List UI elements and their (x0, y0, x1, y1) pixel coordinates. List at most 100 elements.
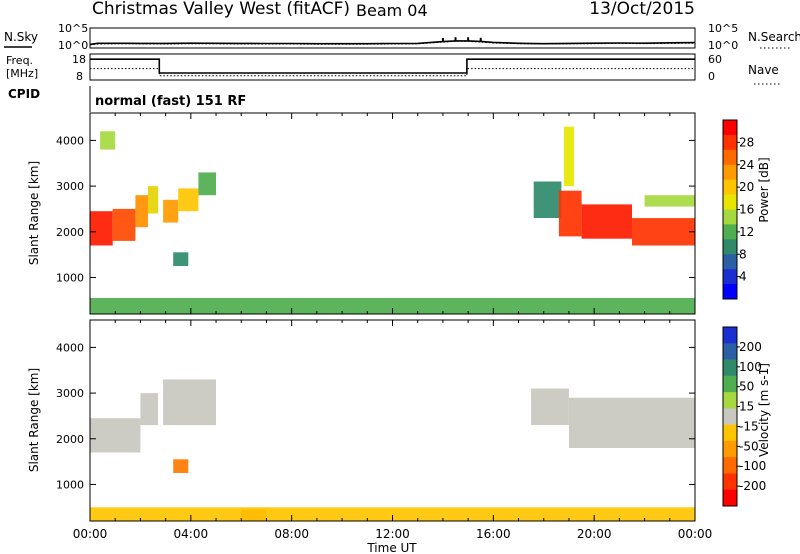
noise-tick-top-right: 10^5 (708, 22, 738, 35)
power-region (112, 208, 136, 241)
velocity-colorbar-swatch (723, 440, 737, 458)
power-colorbar-tick-label: 8 (739, 247, 747, 261)
freq-label-line1: Freq. (6, 54, 33, 67)
velocity-region (90, 507, 695, 521)
power-colorbar-label: Power [dB] (757, 157, 771, 222)
velocity-colorbar-swatch (723, 392, 737, 409)
velocity-colorbar-tick-label: -15 (739, 419, 759, 433)
velocity-colorbar-tick-label: -100 (739, 459, 766, 473)
power-colorbar-swatch (723, 284, 737, 300)
time-axis-ticks: 00:00 04:00 08:00 12:00 16:00 20:00 00:00 (73, 527, 713, 541)
power-colorbar-swatch (723, 134, 737, 151)
time-axis-label: Time UT (366, 541, 417, 554)
velocity-panel: 1000 2000 3000 4000 Slant Range [km] 200 100… (27, 319, 771, 522)
power-ytick-label: 1000 (56, 272, 84, 285)
frequency-frame (89, 53, 696, 81)
velocity-colorbar-swatch (723, 375, 737, 393)
velocity-ytick-label: 2000 (56, 433, 84, 446)
nave-label: Nave (748, 63, 779, 77)
time-tick-label: 20:00 (577, 527, 612, 541)
power-colorbar-swatch (723, 269, 737, 285)
power-region (178, 188, 199, 212)
cpid-label: CPID (8, 87, 40, 101)
power-colorbar-swatch (723, 164, 737, 181)
velocity-region (140, 393, 158, 426)
beam-label: Beam 04 (356, 1, 428, 20)
freq-tick-bottom: 8 (76, 70, 83, 83)
velocity-region (531, 388, 569, 425)
power-region (581, 204, 632, 239)
velocity-data-marks (90, 379, 695, 521)
velocity-colorbar-tick-label: -50 (739, 439, 759, 453)
velocity-colorbar-swatch (723, 327, 737, 344)
power-colorbar: 28 24 20 16 12 8 4 (722, 119, 754, 300)
velocity-colorbar-swatch (723, 457, 737, 474)
power-region (163, 199, 179, 223)
velocity-colorbar-swatch (723, 408, 737, 426)
velocity-axes: 1000 2000 3000 4000 (56, 320, 696, 521)
velocity-colorbar-tick-label: -200 (739, 479, 766, 493)
velocity-colorbar-swatch (723, 343, 737, 361)
power-ylabel: Slant Range [km] (27, 161, 41, 265)
date-label: 13/Oct/2015 (589, 0, 695, 19)
velocity-ytick-label: 4000 (56, 341, 84, 354)
power-region (558, 190, 582, 237)
time-tick-label: 00:00 (73, 527, 108, 541)
nave-tick-bottom: 0 (708, 70, 715, 83)
power-region (148, 186, 159, 214)
power-axes: 1000 2000 3000 4000 (56, 113, 696, 314)
power-panel: 1000 2000 3000 4000 Slant Range [km] 28 24 20… (27, 112, 771, 315)
velocity-colorbar-frame (722, 326, 738, 507)
freq-label-line2: [MHz] (6, 67, 38, 80)
nsearch-label: N.Search (748, 30, 800, 44)
power-data-marks (90, 126, 695, 314)
nave-tick-top: 60 (708, 53, 722, 66)
power-region (644, 195, 695, 207)
velocity-colorbar-swatch (723, 359, 737, 377)
power-region (135, 195, 148, 228)
search-noise-line (89, 40, 696, 46)
velocity-colorbar-swatch (723, 473, 737, 491)
time-tick-label: 08:00 (274, 527, 309, 541)
nsky-label: N.Sky (4, 30, 38, 44)
power-ytick-label: 4000 (56, 134, 84, 147)
power-colorbar-swatch (723, 149, 737, 166)
time-tick-label: 04:00 (174, 527, 209, 541)
velocity-region (90, 418, 141, 453)
velocity-colorbar-tick-label: 200 (739, 340, 762, 354)
site-title: Christmas Valley West (fitACF) (92, 0, 350, 19)
velocity-region (163, 379, 216, 426)
power-ytick-label: 2000 (56, 226, 84, 239)
velocity-region (569, 397, 695, 448)
power-colorbar-swatch (723, 209, 737, 225)
velocity-colorbar-label: Velocity [m s-1] (757, 363, 771, 457)
cpid-value: normal (fast) 151 RF (95, 94, 246, 109)
time-tick-label: 12:00 (375, 527, 410, 541)
velocity-colorbar-tick-label: 15 (739, 400, 754, 414)
power-region (533, 181, 562, 218)
noise-frame (89, 27, 696, 49)
velocity-ytick-label: 3000 (56, 387, 84, 400)
velocity-ytick-label: 1000 (56, 479, 84, 492)
velocity-ylabel: Slant Range [km] (27, 368, 41, 472)
velocity-region (173, 459, 189, 473)
time-tick-label: 16:00 (476, 527, 511, 541)
power-colorbar-swatch (723, 179, 737, 196)
power-colorbar-tick-label: 28 (739, 135, 754, 149)
power-colorbar-tick-label: 16 (739, 203, 754, 217)
power-ytick-label: 3000 (56, 180, 84, 193)
velocity-colorbar-swatch (723, 489, 737, 507)
noise-strip: N.Sky N.Search 10^5 10^0 10^5 10^0 (4, 22, 800, 52)
noise-tick-bottom-right: 10^0 (708, 39, 738, 52)
noise-tick-bottom-left: 10^0 (58, 39, 88, 52)
power-region (173, 252, 189, 266)
power-colorbar-swatch (723, 239, 737, 255)
power-region (198, 172, 216, 196)
power-region (90, 211, 113, 246)
time-tick-label: 00:00 (678, 527, 713, 541)
frequency-line (90, 58, 695, 74)
power-colorbar-tick-label: 12 (739, 225, 754, 239)
sky-noise-line (89, 40, 696, 46)
